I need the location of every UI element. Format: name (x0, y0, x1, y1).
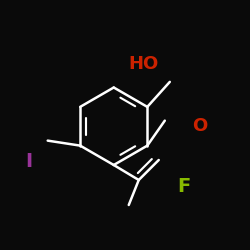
Text: O: O (192, 117, 208, 135)
Text: F: F (177, 177, 190, 196)
Text: HO: HO (128, 55, 159, 73)
Text: I: I (25, 152, 32, 171)
